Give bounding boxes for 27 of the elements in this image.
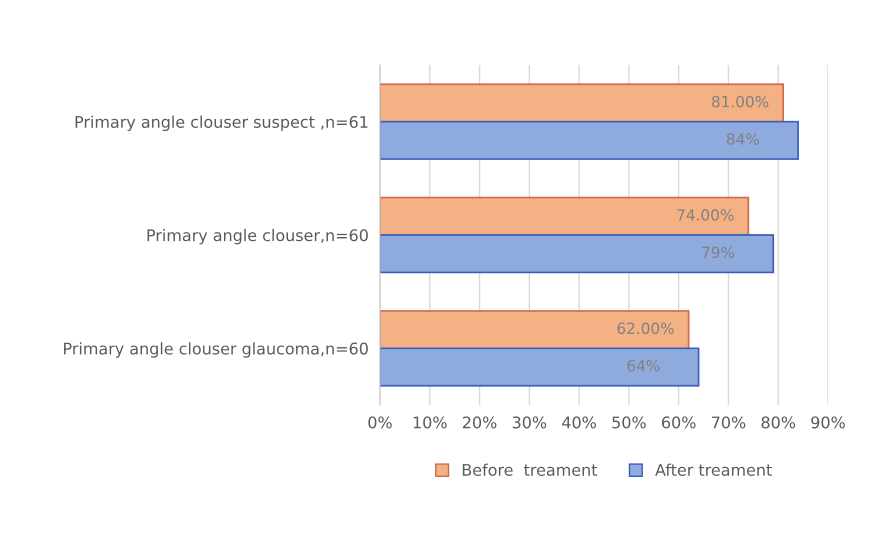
x-tick-label: 0% [368, 416, 392, 428]
legend-label: After treament [655, 464, 772, 476]
x-tick-label: 60% [662, 416, 696, 428]
legend-label: Before treament [462, 464, 598, 476]
x-tick-label: 10% [414, 416, 447, 428]
data-label: 81.00% [712, 96, 768, 108]
bar [380, 310, 690, 350]
y-tick-label: Primary angle clouser glaucoma,n=60 [64, 342, 368, 358]
x-tick-label: 30% [512, 416, 546, 428]
data-label: 64% [627, 360, 660, 372]
data-label: 74.00% [677, 209, 734, 221]
y-tick-label: Primary angle clouser,n=60 [148, 228, 368, 244]
y-tick-label: Primary angle clouser suspect ,n=61 [76, 116, 368, 132]
bar [380, 120, 799, 160]
x-tick-label: 90% [811, 416, 845, 428]
x-tick-label: 80% [762, 416, 796, 428]
x-tick-label: 50% [612, 416, 646, 428]
data-label: 79% [702, 246, 734, 258]
data-label: 62.00% [617, 322, 674, 334]
bar [380, 83, 784, 122]
x-tick-label: 70% [712, 416, 746, 428]
bar [380, 348, 700, 387]
bar [380, 234, 774, 274]
data-label: 84% [726, 133, 760, 145]
x-tick-label: 20% [462, 416, 496, 428]
x-tick-label: 40% [562, 416, 596, 428]
bar [380, 196, 750, 236]
